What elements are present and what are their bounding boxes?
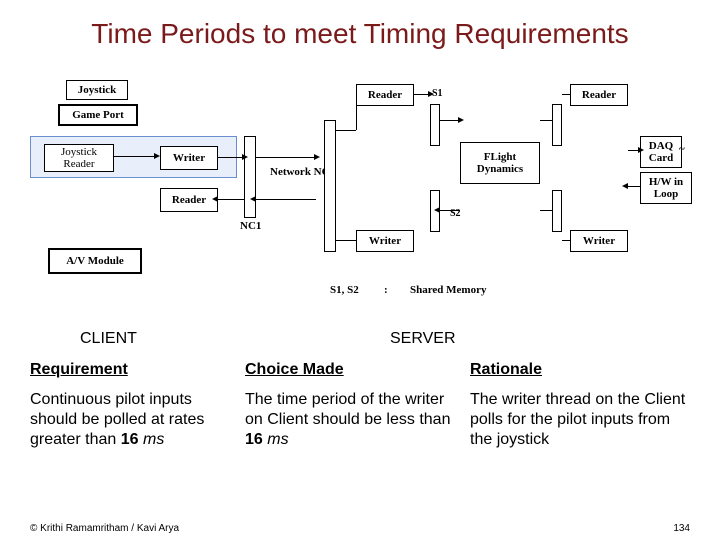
head-requirement: Requirement (30, 360, 230, 380)
joystick-box: Joystick (66, 80, 128, 100)
writer-box: Writer (160, 146, 218, 170)
tilde-label: ~ (679, 143, 685, 155)
server-label: SERVER (390, 330, 456, 348)
server-writer-box: Writer (356, 230, 414, 252)
choice-bold: 16 (245, 431, 267, 448)
nc1-label: NC1 (240, 220, 261, 232)
choice-text-a: The time period of the writer on Client … (245, 391, 450, 428)
colon-label: : (384, 284, 388, 296)
col-rationale: Rationale The writer thread on the Clien… (470, 360, 690, 450)
daq-card-box: DAQ Card (640, 136, 682, 168)
slide-title: Time Periods to meet Timing Requirements (0, 18, 720, 50)
architecture-diagram: Joystick Game Port Joystick Reader Write… (30, 80, 690, 310)
page-number: 134 (673, 523, 690, 534)
col-choice: Choice Made The time period of the write… (245, 360, 455, 450)
req-bold: 16 (121, 431, 143, 448)
slide: Time Periods to meet Timing Requirements… (0, 0, 720, 540)
server-reader-box: Reader (356, 84, 414, 106)
body-choice: The time period of the writer on Client … (245, 390, 455, 450)
shared-memory-label: Shared Memory (410, 284, 486, 296)
footer-copyright: © Krithi Ramamritham / Kavi Arya (30, 523, 179, 534)
game-port-box: Game Port (58, 104, 138, 126)
s1s2-label: S1, S2 (330, 284, 359, 296)
server-reader2-box: Reader (570, 84, 628, 106)
col-requirement: Requirement Continuous pilot inputs shou… (30, 360, 230, 450)
reader-box: Reader (160, 188, 218, 212)
body-rationale: The writer thread on the Client polls fo… (470, 390, 690, 450)
head-choice: Choice Made (245, 360, 455, 380)
joystick-reader-box: Joystick Reader (44, 144, 114, 172)
head-rationale: Rationale (470, 360, 690, 380)
req-ms: ms (143, 431, 164, 448)
choice-ms: ms (267, 431, 288, 448)
av-module-box: A/V Module (48, 248, 142, 274)
client-label: CLIENT (80, 330, 137, 348)
server-writer2-box: Writer (570, 230, 628, 252)
flight-dynamics-box: FLight Dynamics (460, 142, 540, 184)
body-requirement: Continuous pilot inputs should be polled… (30, 390, 230, 450)
req-text-a: Continuous pilot inputs should be polled… (30, 391, 204, 448)
hw-in-loop-box: H/W in Loop (640, 172, 692, 204)
